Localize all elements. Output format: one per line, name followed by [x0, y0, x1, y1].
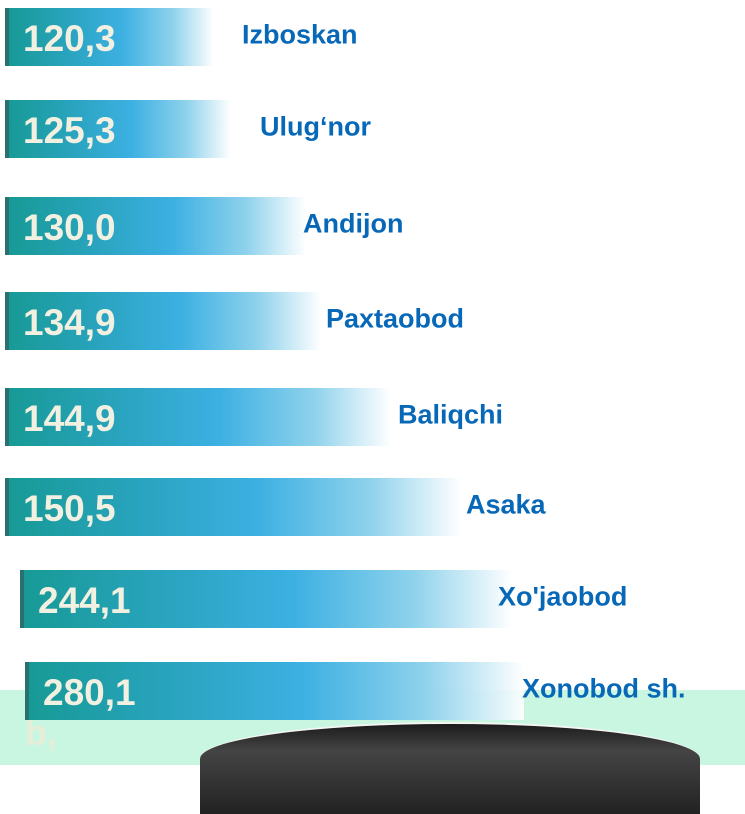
- district-name: Paxtaobod: [326, 303, 465, 334]
- page: b, 120,3 Izboskan 125,3 Ulug‘nor 130,0 Andijo…: [0, 8, 745, 814]
- bar: 150,5: [5, 478, 461, 536]
- value-label: 280,1: [43, 672, 136, 714]
- value-label: 120,3: [23, 18, 116, 60]
- district-name: Asaka: [466, 489, 546, 520]
- value-label: 134,9: [23, 302, 116, 344]
- district-name: Ulug‘nor: [260, 111, 371, 142]
- bar: 125,3: [5, 100, 231, 158]
- bar: 244,1: [20, 570, 512, 628]
- bar: 120,3: [5, 8, 214, 66]
- district-name: Xo'jaobod: [498, 581, 628, 612]
- value-label: 144,9: [23, 398, 116, 440]
- bar: 134,9: [5, 292, 321, 350]
- value-label: 244,1: [38, 580, 131, 622]
- value-label: 130,0: [23, 207, 116, 249]
- district-name: Baliqchi: [398, 399, 504, 430]
- bar: 280,1: [25, 662, 524, 720]
- value-label: 150,5: [23, 488, 116, 530]
- bar: 144,9: [5, 388, 391, 446]
- district-name: Izboskan: [242, 19, 358, 50]
- value-label: 125,3: [23, 110, 116, 152]
- footer-shape: [200, 722, 700, 814]
- district-name: Xonobod sh.: [522, 673, 686, 704]
- district-name: Andijon: [303, 208, 404, 239]
- bar: 130,0: [5, 197, 306, 255]
